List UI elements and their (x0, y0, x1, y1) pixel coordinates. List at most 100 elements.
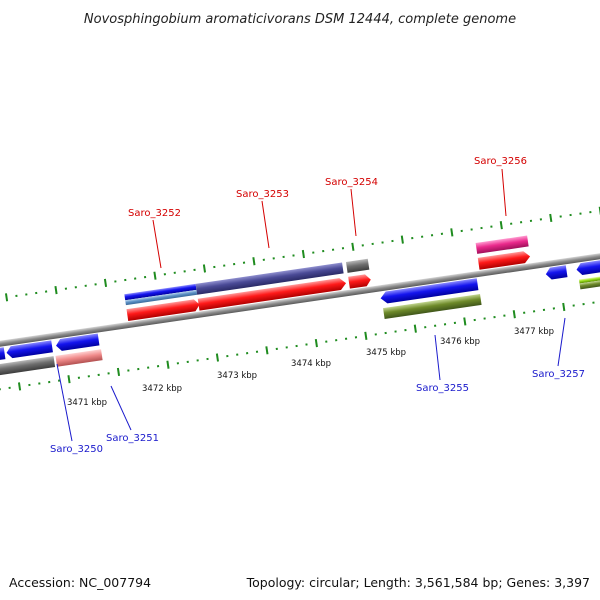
scale-tick-minor (473, 318, 476, 322)
gene-label-saro-3253[interactable]: Saro_3253 (236, 189, 289, 200)
scale-tick-minor (255, 350, 259, 353)
leader-line (350, 188, 357, 237)
scale-tick-minor (295, 344, 298, 348)
scale-tick-minor (354, 336, 358, 339)
scale-tick-major (166, 360, 170, 369)
scale-labels: 3471 kbp 3472 kbp 3473 kbp 3474 kbp 3475… (67, 327, 554, 408)
gene-arrow-saro-3256[interactable] (477, 250, 531, 270)
feature-bar-saro-3252-gene[interactable] (124, 283, 197, 301)
gene-label-saro-3254[interactable]: Saro_3254 (325, 177, 378, 188)
feature-bar-saro-3256-gene[interactable] (475, 235, 529, 254)
scale-tick-minor (341, 247, 345, 250)
scale-tick-major (450, 228, 454, 237)
forward-gene-labels: Saro_3252 Saro_3253 Saro_3254 Saro_3256 (128, 156, 527, 269)
gene-label-saro-3257[interactable]: Saro_3257 (532, 369, 585, 380)
gene-arrow-saro-3250[interactable] (6, 340, 53, 359)
scale-tick-major (499, 221, 503, 230)
gene-arrow-saro-3255[interactable] (380, 278, 479, 304)
scale-tick-minor (542, 308, 546, 312)
gene-arrow-saro-3253[interactable] (197, 277, 347, 311)
scale-tick-minor (114, 280, 117, 283)
tick-row-upper (4, 206, 600, 302)
feature-bar-saro-3254-gene[interactable] (345, 258, 370, 273)
leader-line (56, 363, 73, 442)
scale-label: 3471 kbp (67, 398, 107, 408)
scale-tick-minor (25, 293, 28, 296)
scale-tick-minor (322, 250, 325, 253)
scale-tick-minor (443, 323, 447, 326)
feature-bar-saro-3251-gene[interactable] (55, 349, 103, 367)
gene-arrow-saro-3251[interactable] (55, 333, 100, 352)
scale-tick-minor (589, 211, 592, 214)
gene-arrow-saro-3254[interactable] (348, 274, 372, 289)
gene-label-saro-3252[interactable]: Saro_3252 (128, 208, 181, 219)
gene-label-saro-3256[interactable]: Saro_3256 (474, 156, 527, 167)
scale-tick-minor (282, 255, 285, 259)
scale-tick-minor (77, 376, 81, 379)
scale-tick-minor (44, 290, 48, 293)
scale-tick-minor (236, 353, 239, 356)
scale-tick-minor (107, 372, 110, 375)
scale-tick-minor (381, 241, 384, 244)
scale-tick-minor (470, 228, 473, 231)
gene-label-saro-3251[interactable]: Saro_3251 (106, 433, 159, 444)
gene-arrow-reverse-1[interactable] (0, 347, 6, 365)
scale-tick-major (103, 278, 108, 288)
feature-bar-saro-3252-mrna[interactable] (125, 289, 198, 306)
scale-tick-minor (305, 343, 308, 346)
scale-tick-minor (8, 386, 11, 389)
feature-bar-saro-3257-gene[interactable] (578, 272, 600, 284)
scale-tick-minor (331, 248, 335, 251)
scale-tick-minor (559, 215, 562, 218)
scale-tick-minor (523, 311, 526, 314)
scale-tick-major (463, 317, 467, 326)
feature-bar-saro-3253-gene[interactable] (195, 262, 344, 295)
reverse-gene-labels: Saro_3250 Saro_3251 Saro_3255 Saro_3257 (50, 317, 585, 455)
scale-tick-minor (206, 357, 209, 361)
scale-tick-minor (384, 331, 387, 335)
scale-tick-minor (510, 222, 513, 225)
scale-tick-minor (490, 225, 493, 228)
scale-tick-minor (143, 275, 147, 279)
scale-tick-minor (245, 352, 249, 355)
scale-tick-minor (176, 362, 179, 365)
scale-tick-major (562, 302, 566, 312)
scale-tick-minor (163, 273, 166, 276)
gene-arrow-saro-3252[interactable] (126, 299, 201, 322)
gene-arrow-saro-3257a[interactable] (545, 265, 568, 280)
scale-tick-major (202, 264, 207, 273)
scale-tick-minor (539, 218, 543, 221)
scale-tick-minor (579, 212, 582, 215)
scale-tick-minor (15, 294, 18, 298)
scale-tick-major (116, 367, 121, 377)
gene-arrow-saro-3257[interactable] (576, 256, 600, 275)
scale-tick-minor (424, 326, 427, 329)
feature-bar-saro-3255-gene[interactable] (383, 293, 482, 319)
scale-tick-minor (391, 239, 394, 243)
scale-tick-major (314, 338, 318, 348)
scale-tick-minor (35, 291, 38, 295)
scale-tick-minor (582, 302, 585, 306)
scale-tick-major (67, 375, 71, 384)
scale-tick-minor (226, 354, 229, 358)
scale-tick-minor (232, 262, 236, 266)
feature-bar-saro-3250-gene[interactable] (0, 356, 56, 383)
scale-tick-minor (519, 221, 523, 224)
leader-line (434, 334, 441, 381)
scale-tick-minor (532, 310, 536, 313)
gene-label-saro-3250[interactable]: Saro_3250 (50, 444, 103, 455)
scale-tick-minor (371, 242, 374, 246)
scale-label: 3474 kbp (291, 359, 331, 369)
page-title: Novosphingobium aromaticivorans DSM 1244… (84, 12, 516, 27)
genome-summary-text: Topology: circular; Length: 3,561,584 bp… (246, 575, 590, 590)
scale-tick-minor (421, 235, 424, 238)
gene-label-saro-3255[interactable]: Saro_3255 (416, 383, 469, 394)
scale-tick-minor (74, 286, 77, 289)
scale-tick-minor (404, 328, 407, 332)
feature-bar-saro-3257-mrna[interactable] (579, 276, 600, 290)
scale-tick-minor (394, 330, 397, 333)
scale-tick-minor (374, 333, 377, 336)
scale-tick-major (351, 242, 355, 251)
scale-tick-minor (38, 382, 41, 385)
